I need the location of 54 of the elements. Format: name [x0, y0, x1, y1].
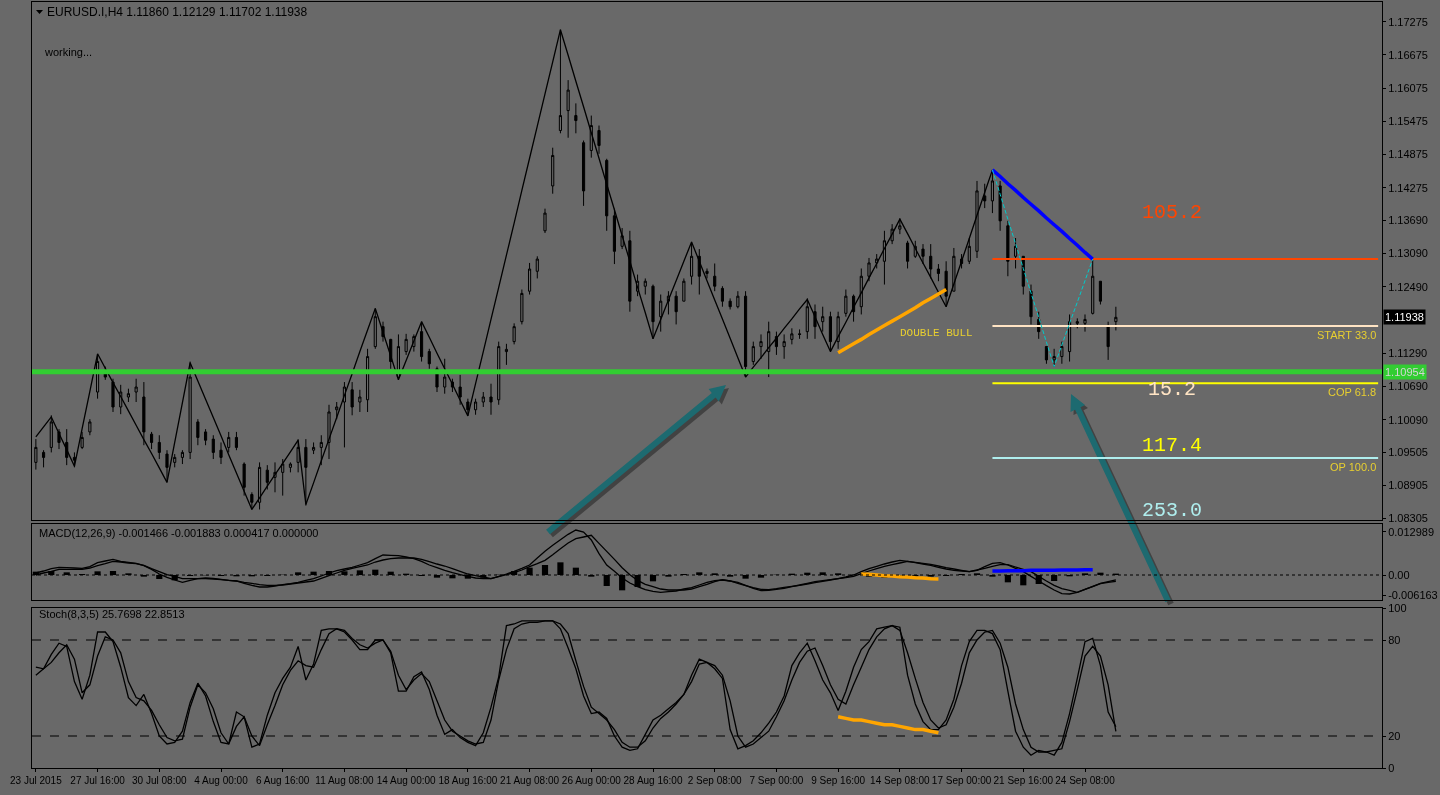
series-label: COP 61.8: [1328, 386, 1377, 398]
y-tick-label: 20: [1388, 729, 1401, 742]
chart-title: MACD(12,26,9) -0.001466 -0.001883 0.000417 0.000000: [39, 526, 319, 539]
annotation: 105.2: [1142, 201, 1203, 224]
x-tick-label: 21 Sep 16:00: [993, 775, 1054, 786]
y-tick-label: 1.16075: [1388, 82, 1428, 94]
y-tick-label: 1.10090: [1388, 413, 1428, 426]
x-tick-label: 28 Aug 16:00: [623, 775, 683, 786]
annotation: 253.0: [1142, 499, 1203, 522]
x-tick-label: 9 Sep 16:00: [811, 775, 866, 786]
x-tick-label: 2 Sep 08:00: [687, 775, 743, 786]
chart-title: Stoch(8,3,5) 25.7698 22.8513: [39, 607, 185, 620]
x-tick-label: 14 Sep 08:00: [870, 775, 931, 786]
annotation: 117.4: [1142, 434, 1203, 457]
y-tick-label: 100: [1388, 601, 1407, 614]
y-tick-label: 1.15475: [1388, 115, 1428, 128]
x-tick-label: 11 Aug 08:00: [315, 775, 374, 786]
y-tick-label: 0: [1388, 761, 1395, 774]
y-tick-label: 1.16675: [1388, 48, 1428, 61]
y-tick-label: 0.00: [1388, 568, 1410, 581]
annotation: working...: [44, 46, 93, 58]
chart-title: EURUSD.I,H4 1.11860 1.12129 1.11702 1.11938: [47, 5, 308, 20]
y-tick-label: 1.17275: [1388, 15, 1428, 28]
y-tick-label: 1.13090: [1388, 247, 1428, 260]
y-tick-label: 1.08305: [1388, 512, 1428, 525]
x-tick-label: 21 Aug 08:00: [500, 775, 560, 786]
y-tick-label: 1.14275: [1388, 181, 1428, 194]
y-tick-label: 1.13690: [1388, 214, 1428, 227]
y-tick-label: 1.14875: [1388, 148, 1428, 161]
x-tick-label: 24 Sep 08:00: [1055, 775, 1116, 786]
y-tick-label: 1.12490: [1388, 280, 1428, 293]
ref-line-label: 1.10954: [1385, 366, 1425, 378]
y-tick-label: 1.11290: [1388, 347, 1428, 360]
y-tick-label: 1.10690: [1388, 380, 1428, 393]
annotation: 15.2: [1148, 378, 1197, 401]
x-tick-label: 26 Aug 00:00: [561, 775, 622, 786]
x-tick-label: 14 Aug 00:00: [376, 775, 437, 786]
x-tick-label: 17 Sep 00:00: [931, 775, 992, 786]
x-tick-label: 7 Sep 00:00: [749, 775, 804, 786]
x-tick-label: 27 Jul 16:00: [70, 775, 126, 786]
x-tick-label: 18 Aug 16:00: [438, 775, 498, 786]
x-tick-label: 4 Aug 00:00: [194, 775, 249, 786]
y-tick-label: -0.006163: [1388, 589, 1438, 602]
series-label: DOUBLE BULL: [900, 327, 973, 339]
x-tick-label: 30 Jul 08:00: [132, 775, 187, 786]
y-tick-label: 0.012989: [1388, 525, 1435, 538]
y-tick-label: 1.09505: [1388, 445, 1428, 458]
annotation: 1.11938: [1385, 311, 1424, 323]
series-label: START 33.0: [1317, 329, 1377, 341]
series-label: OP 100.0: [1330, 461, 1377, 473]
y-tick-label: 80: [1388, 633, 1401, 646]
x-tick-label: 23 Jul 2015: [10, 775, 63, 786]
y-tick-label: 1.08905: [1388, 479, 1428, 492]
x-tick-label: 6 Aug 16:00: [256, 775, 310, 786]
